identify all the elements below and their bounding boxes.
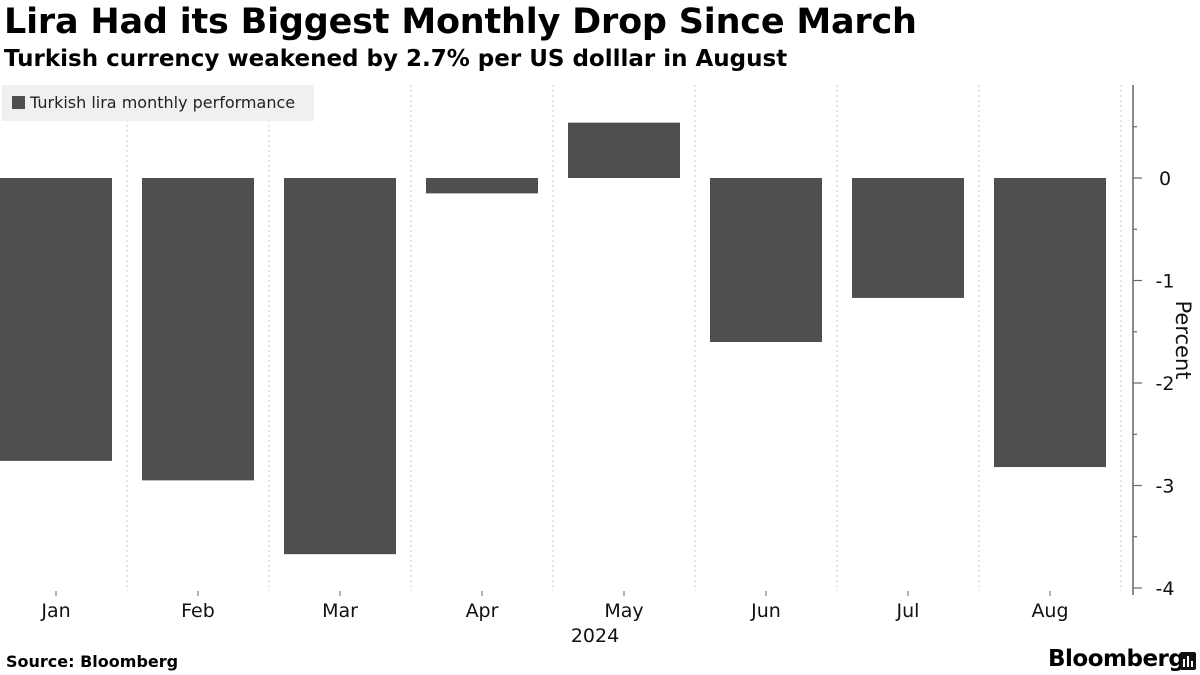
- y-tick-label: -1: [1156, 271, 1175, 293]
- x-tick-label-may: May: [604, 600, 643, 622]
- chart-subtitle: Turkish currency weakened by 2.7% per US…: [4, 46, 788, 72]
- bloomberg-logo: Bloomberg: [1048, 646, 1185, 672]
- x-tick-label-feb: Feb: [181, 600, 215, 622]
- x-tick-label-jan: Jan: [40, 600, 70, 622]
- bar-feb: [142, 178, 254, 481]
- x-axis: Jan Feb Mar Apr May Jun Jul Aug 2024: [40, 591, 1069, 647]
- bars: [0, 122, 1106, 555]
- y-axis-title: Percent: [1171, 300, 1195, 379]
- bloomberg-terminal-icon: [1180, 652, 1196, 670]
- y-tick-label: -2: [1156, 373, 1175, 395]
- gridlines: [126, 85, 1122, 591]
- x-tick-label-mar: Mar: [322, 600, 358, 622]
- bar-jun: [710, 178, 822, 342]
- bar-apr: [426, 178, 538, 194]
- y-axis: 0 -1 -2 -3 -4 Percent: [1132, 85, 1195, 600]
- source-note: Source: Bloomberg: [6, 652, 179, 671]
- bar-aug: [994, 178, 1106, 468]
- chart-title: Lira Had its Biggest Monthly Drop Since …: [4, 2, 917, 42]
- x-tick-label-jul: Jul: [896, 600, 920, 622]
- x-tick-label-apr: Apr: [466, 600, 499, 622]
- legend: Turkish lira monthly performance: [2, 85, 314, 121]
- y-tick-label: 0: [1159, 168, 1171, 190]
- x-tick-label-jun: Jun: [750, 600, 781, 622]
- legend-label: Turkish lira monthly performance: [30, 93, 296, 112]
- x-axis-title: 2024: [571, 625, 619, 647]
- bar-jul: [852, 178, 964, 298]
- bar-mar: [284, 178, 396, 555]
- x-tick-label-aug: Aug: [1031, 600, 1068, 622]
- y-tick-label: -4: [1156, 578, 1175, 600]
- bar-may: [568, 122, 680, 178]
- bar-jan: [0, 178, 112, 461]
- legend-swatch: [12, 96, 25, 109]
- y-tick-label: -3: [1156, 476, 1175, 498]
